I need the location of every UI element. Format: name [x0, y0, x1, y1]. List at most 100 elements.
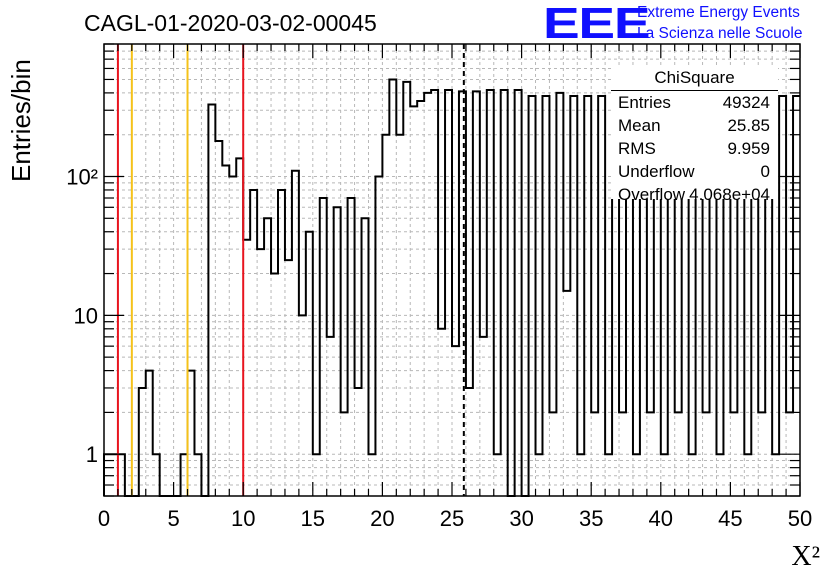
histogram-bin: [292, 171, 299, 496]
stats-value: 25.85: [727, 116, 770, 135]
x-tick-label: 15: [301, 506, 325, 531]
histogram-bin: [570, 96, 577, 496]
histogram-bin: [529, 96, 536, 496]
histogram-bin: [598, 96, 605, 496]
stats-value: 4.068e+04: [689, 185, 770, 204]
x-tick-label: 45: [718, 506, 742, 531]
histogram-bin: [139, 388, 146, 496]
histogram-bin: [772, 454, 779, 496]
histogram-bin: [689, 454, 696, 496]
histogram-bin: [549, 412, 556, 496]
histogram-bin: [257, 249, 264, 496]
histogram-bin: [334, 207, 341, 496]
histogram-bin: [410, 106, 417, 496]
histogram-bin: [396, 135, 403, 496]
histogram-bin: [229, 176, 236, 496]
stats-title-underline: [611, 90, 778, 91]
histogram-bin: [438, 329, 445, 496]
histogram-bin: [313, 454, 320, 496]
histogram-bin: [271, 274, 278, 496]
histogram-bin: [542, 96, 549, 496]
histogram-bin: [208, 105, 215, 496]
histogram-bin: [647, 412, 654, 496]
histogram-bin: [188, 371, 195, 496]
histogram-bin: [703, 412, 710, 496]
stats-value: 0: [760, 162, 770, 181]
histogram-bin: [320, 198, 327, 496]
histogram-bin: [341, 412, 348, 496]
histogram-bin: [536, 454, 543, 496]
y-tick-label: 10: [74, 303, 98, 328]
histogram-bin: [348, 198, 355, 496]
histogram-bin: [264, 218, 271, 496]
x-axis-label: X²: [791, 541, 820, 572]
histogram-bin: [243, 240, 250, 496]
histogram-bin: [146, 371, 153, 496]
histogram-bin: [375, 176, 382, 496]
histogram-bin: [327, 337, 334, 496]
histogram-bin: [473, 91, 480, 496]
histogram-bin: [619, 412, 626, 496]
stats-row-mean: Mean 25.85: [618, 116, 770, 138]
histogram-bin: [758, 412, 765, 496]
histogram-bin: [675, 412, 682, 496]
histogram-bin: [299, 315, 306, 496]
stats-row-entries: Entries 49324: [618, 93, 770, 115]
histogram-bin: [633, 454, 640, 496]
stats-name: Overflow: [618, 185, 686, 204]
histogram-bin: [368, 454, 375, 496]
histogram-bin: [515, 90, 522, 496]
chart-title: CAGL-01-2020-03-02-00045: [84, 10, 377, 36]
stats-name: RMS: [618, 139, 656, 158]
histogram-bin: [466, 388, 473, 496]
histogram-bin: [445, 90, 452, 496]
histogram-bin: [118, 454, 125, 496]
histogram-bin: [222, 166, 229, 496]
stats-value: 49324: [722, 93, 770, 112]
stats-row-underflow: Underflow 0: [618, 162, 770, 184]
x-tick-label: 0: [98, 506, 110, 531]
x-tick-label: 20: [370, 506, 394, 531]
stats-title: ChiSquare: [654, 68, 735, 87]
histogram-bin: [194, 454, 201, 496]
histogram-bin: [285, 260, 292, 496]
histogram-bin: [355, 388, 362, 496]
histogram-bin: [215, 141, 222, 496]
histogram-bin: [181, 454, 188, 496]
histogram-bin: [278, 190, 285, 496]
histogram-bin: [716, 454, 723, 496]
x-tick-label: 10: [231, 506, 255, 531]
x-tick-label: 25: [440, 506, 464, 531]
stats-box: ChiSquare Entries 49324 Mean 25.85 RMS 9…: [611, 66, 778, 204]
histogram-bin: [779, 96, 786, 496]
x-tick-label: 35: [579, 506, 603, 531]
histogram-bin: [793, 96, 800, 496]
histogram-bin: [431, 90, 438, 496]
histogram-bin: [459, 91, 466, 496]
histogram-bin: [556, 93, 563, 496]
y-tick-label: 10²: [66, 164, 98, 189]
y-tick-label: 1: [86, 442, 98, 467]
histogram-bin: [403, 82, 410, 496]
stats-row-rms: RMS 9.959: [618, 139, 770, 161]
histogram-bin: [744, 454, 751, 496]
histogram-bin: [661, 454, 668, 496]
x-tick-label: 5: [167, 506, 179, 531]
histogram-bin: [605, 454, 612, 496]
histogram-bin: [501, 90, 508, 496]
logo-line-1: Extreme Energy Events: [637, 4, 800, 21]
histogram-bin: [382, 135, 389, 496]
histogram-bin: [452, 346, 459, 496]
histogram-bin: [494, 454, 501, 496]
histogram-bin: [153, 454, 160, 496]
eee-logo: EEE: [543, 0, 651, 48]
logo-line-2: La Scienza nelle Scuole: [637, 25, 803, 42]
histogram-bin: [577, 454, 584, 496]
x-tick-label: 40: [649, 506, 673, 531]
histogram-bin: [480, 337, 487, 496]
stats-name: Mean: [618, 116, 661, 135]
histogram-bin: [591, 412, 598, 496]
stats-row-overflow: Overflow 4.068e+04: [618, 185, 770, 207]
stats-name: Entries: [618, 93, 671, 112]
